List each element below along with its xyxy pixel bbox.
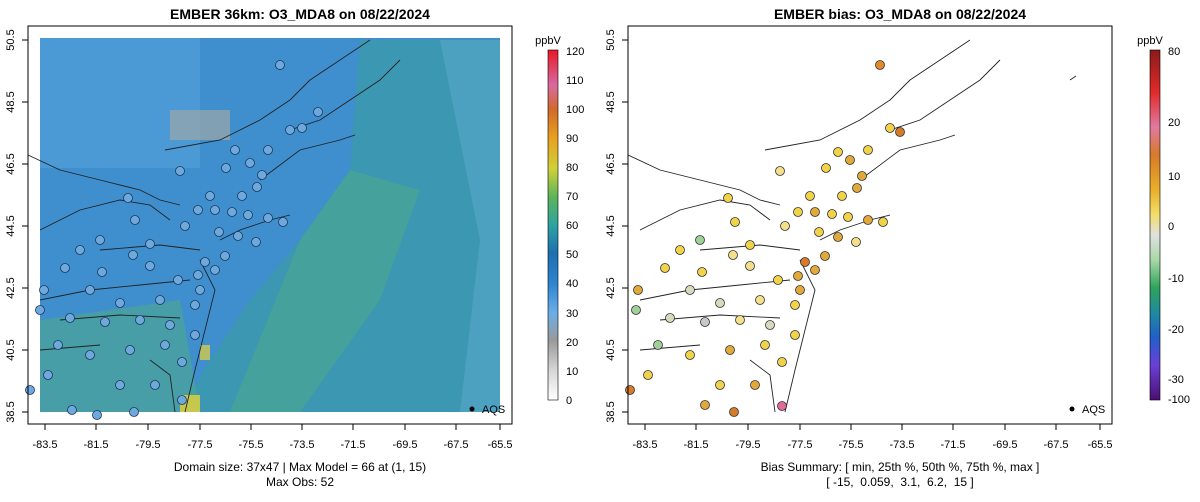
model-x-axis: -83.5 -81.5 -79.5 -77.5 -75.5 -73.5 -71.… [32,439,512,451]
svg-text:-69.5: -69.5 [392,439,417,451]
bias-map-title: EMBER bias: O3_MDA8 on 08/22/2024 [773,6,1027,22]
svg-text:-81.5: -81.5 [83,439,108,451]
svg-text:0: 0 [566,395,572,407]
model-caption-line2: Max Obs: 52 [265,475,335,489]
svg-text:46.5: 46.5 [5,153,17,174]
svg-text:-71.5: -71.5 [340,439,365,451]
bias-x-axis: -83.5 -81.5 -79.5 -77.5 -75.5 -73.5 -71.… [632,439,1112,451]
model-y-tick-marks [22,39,28,413]
svg-text:-65.5: -65.5 [1087,439,1112,451]
model-colorbar [547,49,559,401]
svg-text:-30: -30 [1168,374,1184,386]
model-panel: EMBER 36km: O3_MDA8 on 08/22/2024 [5,6,584,489]
svg-text:38.5: 38.5 [605,401,617,422]
bias-y-tick-marks [622,39,628,413]
svg-text:50.5: 50.5 [605,29,617,50]
svg-text:110: 110 [566,75,584,87]
svg-text:-67.5: -67.5 [1043,439,1068,451]
svg-text:-67.5: -67.5 [443,439,468,451]
svg-text:-69.5: -69.5 [992,439,1017,451]
model-stations [25,60,323,420]
svg-text:80: 80 [1168,46,1180,58]
svg-text:-81.5: -81.5 [683,439,708,451]
svg-text:-79.5: -79.5 [735,439,760,451]
svg-text:-65.5: -65.5 [487,439,512,451]
model-map-title: EMBER 36km: O3_MDA8 on 08/22/2024 [170,6,430,22]
model-field [40,38,500,412]
svg-text:-79.5: -79.5 [135,439,160,451]
model-y-axis: 50.5 48.5 46.5 44.5 42.5 40.5 38.5 [5,29,17,422]
aqs-marker-icon [1069,406,1075,412]
svg-text:-77.5: -77.5 [787,439,812,451]
bias-colorbar [1149,49,1161,401]
svg-text:42.5: 42.5 [605,277,617,298]
svg-text:-75.5: -75.5 [838,439,863,451]
svg-text:-83.5: -83.5 [32,439,57,451]
bias-map-frame [627,25,1113,425]
bias-coastlines [627,39,1077,413]
svg-text:48.5: 48.5 [5,91,17,112]
model-caption-line1: Domain size: 37x47 | Max Model = 66 at (… [173,460,427,474]
svg-text:42.5: 42.5 [5,277,17,298]
svg-text:60: 60 [566,220,578,232]
svg-text:0: 0 [1168,221,1174,233]
svg-text:38.5: 38.5 [5,401,17,422]
svg-text:44.5: 44.5 [605,215,617,236]
model-coastlines [27,39,401,413]
svg-text:120: 120 [566,46,584,58]
svg-text:-77.5: -77.5 [187,439,212,451]
svg-text:100: 100 [566,104,584,116]
svg-text:-100: -100 [1168,394,1190,406]
svg-text:10: 10 [566,366,578,378]
svg-text:30: 30 [566,308,578,320]
aqs-marker-icon [469,406,475,412]
svg-text:-10: -10 [1168,273,1184,285]
svg-text:-20: -20 [1168,324,1184,336]
svg-text:-73.5: -73.5 [289,439,314,451]
svg-text:80: 80 [566,162,578,174]
aqs-legend-label: AQS [482,404,505,416]
model-map-svg: AQS -83.5 -81.5 -79.5 -77.5 -75.5 -73.5 … [5,25,584,451]
svg-text:10: 10 [1168,171,1180,183]
svg-text:20: 20 [566,337,578,349]
svg-text:20: 20 [1168,117,1180,129]
svg-text:70: 70 [566,191,578,203]
svg-text:-75.5: -75.5 [238,439,263,451]
svg-text:46.5: 46.5 [605,153,617,174]
svg-text:50: 50 [566,249,578,261]
bias-stations [625,60,905,417]
svg-text:40.5: 40.5 [5,339,17,360]
aqs-legend-label: AQS [1082,404,1105,416]
svg-text:-71.5: -71.5 [940,439,965,451]
bias-caption-line1: Bias Summary: [ min, 25th %, 50th %, 75t… [760,460,1040,474]
bias-caption-line2: [ -15, 0.059, 3.1, 6.2, 15 ] [826,475,974,489]
bias-colorbar-ticks: 80 20 10 0 -10 -20 -30 -100 [1168,46,1190,406]
svg-text:40: 40 [566,278,578,290]
bias-panel: EMBER bias: O3_MDA8 on 08/22/2024 [600,0,1200,502]
svg-text:50.5: 50.5 [5,29,17,50]
model-map-frame [27,25,513,425]
svg-text:44.5: 44.5 [5,215,17,236]
svg-text:90: 90 [566,133,578,145]
svg-text:48.5: 48.5 [605,91,617,112]
svg-text:-83.5: -83.5 [632,439,657,451]
bias-map-svg: AQS -83.5 -81.5 -79.5 -77.5 -75.5 -73.5 … [605,25,1190,451]
model-colorbar-unit: ppbV [535,35,561,47]
bias-y-axis: 50.5 48.5 46.5 44.5 42.5 40.5 38.5 [605,29,617,422]
model-colorbar-ticks: 0 10 20 30 40 50 60 70 80 90 100 110 120 [566,46,584,407]
svg-text:40.5: 40.5 [605,339,617,360]
bias-x-tick-marks [644,424,1101,430]
model-x-tick-marks [44,424,501,430]
svg-text:-73.5: -73.5 [889,439,914,451]
bias-colorbar-unit: ppbV [1137,35,1163,47]
